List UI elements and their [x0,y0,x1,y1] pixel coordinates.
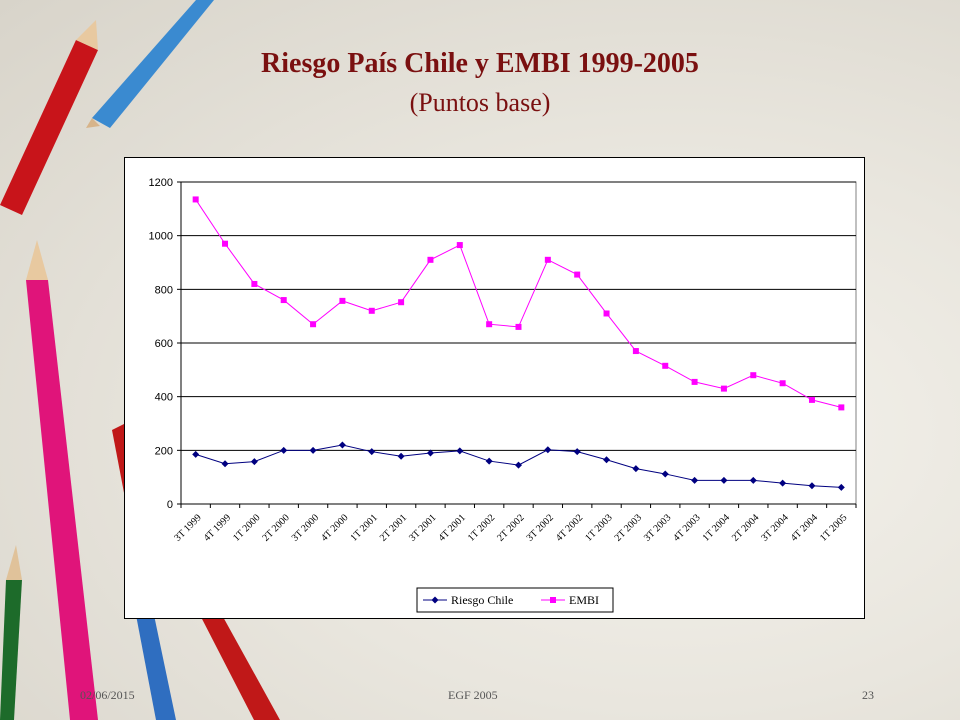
footer-date: 02/06/2015 [80,688,135,702]
x-tick-label: 1T 2003 [583,512,614,543]
slide-title: Riesgo País Chile y EMBI 1999-2005 [261,48,699,79]
x-tick-label: 4T 2003 [671,512,702,543]
data-point [456,242,463,249]
legend-marker [550,597,556,603]
x-tick-label: 2T 2004 [730,512,761,543]
x-tick-label: 2T 2003 [613,512,644,543]
data-point [779,479,787,487]
data-point [427,256,434,263]
data-point [573,448,581,456]
data-point [838,404,845,411]
data-point [280,446,288,454]
data-point [280,297,287,304]
x-tick-label: 1T 2004 [701,512,732,543]
data-point [720,476,728,484]
x-tick-label: 4T 2000 [319,512,350,543]
data-point [192,196,199,203]
slide-subtitle: (Puntos base) [409,88,551,117]
data-point [779,380,786,387]
data-point [192,450,200,458]
y-tick-label: 800 [155,284,173,296]
x-tick-label: 1T 2001 [348,512,379,543]
data-point [485,457,493,465]
data-point [368,448,376,456]
y-tick-label: 0 [167,499,173,511]
x-tick-label: 2T 2002 [495,512,526,543]
data-point [456,447,464,455]
data-point [515,461,522,469]
x-tick-label: 4T 2001 [437,512,468,543]
legend [416,587,614,613]
data-point [808,396,815,403]
data-point [691,476,699,484]
pink-pencil-icon [26,240,98,720]
y-tick-label: 1200 [149,177,173,189]
x-tick-label: 2T 2000 [260,512,291,543]
data-point [720,385,727,392]
data-point [339,297,346,304]
legend-label: Riesgo Chile [451,593,513,607]
data-point [808,482,816,490]
data-point [750,372,757,379]
data-point [221,460,229,468]
x-tick-label: 1T 2005 [818,512,849,543]
data-point [632,348,639,355]
x-tick-label: 3T 2000 [290,512,321,543]
data-point [222,240,229,247]
legend-label: EMBI [569,593,599,607]
y-tick-label: 200 [155,445,173,457]
data-point [309,446,317,454]
data-point [544,446,552,454]
red-pencil-icon [0,20,98,215]
y-tick-label: 1000 [149,231,173,243]
x-tick-label: 1T 2000 [231,512,262,543]
footer-center-text: EGF 2005 [448,688,498,702]
series-line-embi [195,199,842,408]
data-point [250,458,258,466]
data-point [251,280,258,287]
red-pencil-icon [200,615,280,720]
x-tick-label: 4T 2004 [789,512,820,543]
blue-pencil-icon [86,0,214,128]
data-point [661,470,669,478]
data-point [632,465,640,473]
data-point [310,321,317,328]
data-point [338,441,346,449]
data-point [398,299,405,306]
x-tick-label: 3T 2003 [642,512,673,543]
data-point [691,378,698,385]
blue-pencil-icon [136,615,176,720]
data-point [603,310,610,317]
y-tick-label: 400 [155,392,173,404]
data-point [397,452,405,460]
data-point [515,323,522,330]
x-tick-label: 4T 2002 [554,512,585,543]
x-tick-label: 2T 2001 [378,512,409,543]
x-tick-label: 3T 2002 [525,512,556,543]
data-point [603,456,611,464]
x-tick-label: 1T 2002 [466,512,497,543]
x-tick-label: 3T 1999 [172,512,203,543]
data-point [749,476,757,484]
data-point [368,307,375,314]
x-tick-label: 3T 2004 [759,512,790,543]
legend-marker [431,596,439,604]
page-number: 23 [862,688,874,702]
x-tick-label: 3T 2001 [407,512,438,543]
green-pencil-icon [0,545,22,720]
y-tick-label: 600 [155,338,173,350]
data-point [426,449,434,457]
data-point [486,321,493,328]
data-point [574,271,581,278]
chart-area: 0 200 400 600 800 1000 1200 3T 1999 4T 1999 1T 20… [124,157,865,619]
data-point [544,256,551,263]
data-point [662,362,669,369]
x-tick-label: 4T 1999 [202,512,233,543]
data-point [837,483,845,491]
